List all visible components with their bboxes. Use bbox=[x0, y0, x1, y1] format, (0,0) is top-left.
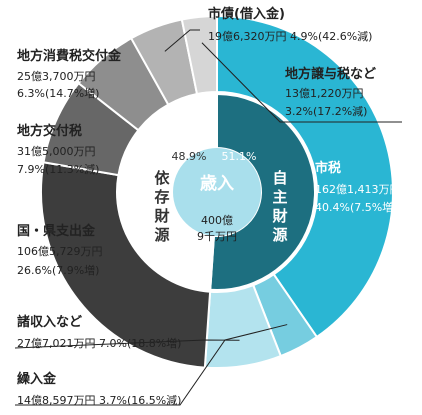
slice-info-kurirekin: 14億8,597万円 3.7%(16.5%減) bbox=[17, 393, 181, 407]
leader-kurirekin bbox=[15, 324, 288, 406]
slice-name-shoshunyu: 諸収入など bbox=[17, 314, 82, 330]
slice-name-kurirekin: 繰入金 bbox=[17, 371, 57, 387]
slice-amount-shishutsukin: 106億5,729万円 bbox=[17, 245, 103, 258]
label-koufuzei: 地方交付税 31億5,000万円 7.9%(11.3%減) bbox=[17, 123, 99, 176]
inner-ring bbox=[118, 92, 316, 291]
center-amount-line2: 9千万円 bbox=[197, 230, 237, 243]
label-shishutsukin: 国・県支出金 106億5,729万円 26.6%(7.9%増) bbox=[17, 223, 103, 277]
slice-name-shisai: 市債(借入金) bbox=[208, 6, 285, 22]
slice-0 bbox=[216, 14, 394, 339]
slice-detail-jouyozei: 3.2%(17.2%減) bbox=[285, 104, 367, 118]
leader-jouyozei bbox=[201, 42, 402, 123]
label-shohizei: 地方消費税交付金 25億3,700万円 6.3%(14.7%増) bbox=[17, 48, 122, 100]
slice-amount-shizei: 162億1,413万円 bbox=[315, 183, 401, 196]
slice-detail-shizei: 40.4%(7.5%増) bbox=[315, 201, 397, 214]
jishu-vert-char: 財 bbox=[271, 207, 287, 225]
slice-name-shishutsukin: 国・県支出金 bbox=[17, 223, 96, 239]
group-izon-label: 依存財源 bbox=[153, 169, 170, 244]
slice-amount-kurirekin: 14億8,597万円 bbox=[17, 394, 96, 407]
jishu-vert-char: 主 bbox=[272, 188, 287, 206]
slice-name-shizei: 市税 bbox=[315, 160, 341, 176]
slice-name-jouyozei: 地方譲与税など bbox=[285, 66, 376, 82]
slice-detail-shishutsukin: 26.6%(7.9%増) bbox=[17, 264, 99, 277]
slice-3 bbox=[40, 161, 212, 369]
leader-shisai bbox=[164, 29, 200, 52]
slice-info-shisai: 19億6,320万円 4.9%(42.6%減) bbox=[208, 29, 372, 43]
slice-name-koufuzei: 地方交付税 bbox=[17, 123, 82, 139]
group-izon-percent: 48.9% bbox=[172, 150, 207, 163]
center-circle bbox=[173, 148, 261, 236]
label-jouyozei: 地方譲与税など 13億1,220万円 3.2%(17.2%減) bbox=[285, 66, 376, 118]
slice-detail-kurirekin: 3.7%(16.5%減) bbox=[99, 393, 181, 407]
slice-detail-shoshunyu: 7.0%(18.8%増) bbox=[99, 337, 181, 350]
leader-lines bbox=[14, 29, 402, 406]
group-jishu-percent: 51.1% bbox=[222, 150, 257, 163]
slice-amount-shisai: 19億6,320万円 bbox=[208, 30, 287, 43]
izon-vert-char: 依 bbox=[154, 169, 170, 187]
label-shizei: 市税 162億1,413万円 40.4%(7.5%増) bbox=[315, 160, 401, 214]
center-amount-line1: 400億 bbox=[201, 214, 233, 227]
label-shoshunyu: 諸収入など 27億7,021万円 7.0%(18.8%増) bbox=[17, 314, 181, 350]
izon-vert-char: 存 bbox=[154, 188, 169, 206]
slice-detail-koufuzei: 7.9%(11.3%減) bbox=[17, 162, 99, 176]
jishu-vert-char: 自 bbox=[272, 169, 287, 187]
jishu-vert-char: 源 bbox=[272, 226, 287, 244]
slice-amount-shohizei: 25億3,700万円 bbox=[17, 70, 96, 83]
label-kurirekin: 繰入金 14億8,597万円 3.7%(16.5%減) bbox=[17, 371, 181, 407]
outer-ring bbox=[40, 14, 394, 369]
slice-detail-shohizei: 6.3%(14.7%増) bbox=[17, 87, 99, 100]
slice-7 bbox=[180, 14, 218, 96]
slice-detail-shisai: 4.9%(42.6%減) bbox=[290, 29, 372, 43]
slice-name-shohizei: 地方消費税交付金 bbox=[17, 48, 122, 64]
leader-shoshunyu bbox=[14, 339, 240, 349]
group-jishu-label: 自主財源 bbox=[271, 169, 287, 244]
slice-amount-koufuzei: 31億5,000万円 bbox=[17, 145, 96, 158]
izon-vert-char: 財 bbox=[153, 207, 169, 225]
center-title: 歳入 bbox=[200, 173, 234, 194]
slice-amount-shoshunyu: 27億7,021万円 bbox=[17, 337, 96, 350]
slice-amount-jouyozei: 13億1,220万円 bbox=[285, 87, 364, 100]
izon-vert-char: 源 bbox=[154, 226, 169, 244]
label-shisai: 市債(借入金) 19億6,320万円 4.9%(42.6%減) bbox=[208, 6, 372, 43]
slice-info-shoshunyu: 27億7,021万円 7.0%(18.8%増) bbox=[17, 337, 181, 350]
